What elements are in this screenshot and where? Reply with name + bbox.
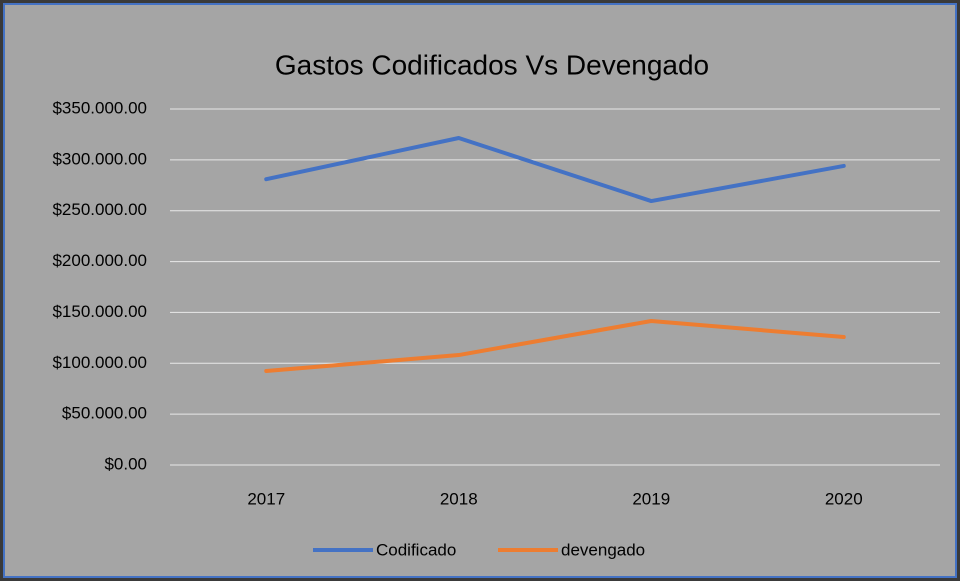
legend-label: Codificado <box>376 540 456 559</box>
x-tick-label: 2020 <box>825 489 863 508</box>
series-line <box>264 318 846 374</box>
y-tick-label: $350.000.00 <box>52 98 147 117</box>
x-tick-label: 2019 <box>632 489 670 508</box>
legend-label: devengado <box>561 540 645 559</box>
y-tick-label: $150.000.00 <box>52 302 147 321</box>
y-tick-label: $0.00 <box>104 454 147 473</box>
x-tick-label: 2017 <box>247 489 285 508</box>
y-tick-label: $50.000.00 <box>62 404 147 423</box>
chart-title: Gastos Codificados Vs Devengado <box>275 49 709 80</box>
y-tick-label: $250.000.00 <box>52 200 147 219</box>
y-tick-label: $200.000.00 <box>52 251 147 270</box>
x-tick-label: 2018 <box>440 489 478 508</box>
y-tick-label: $300.000.00 <box>52 149 147 168</box>
series-line <box>264 135 846 204</box>
chart-area <box>3 3 957 578</box>
y-tick-label: $100.000.00 <box>52 353 147 372</box>
